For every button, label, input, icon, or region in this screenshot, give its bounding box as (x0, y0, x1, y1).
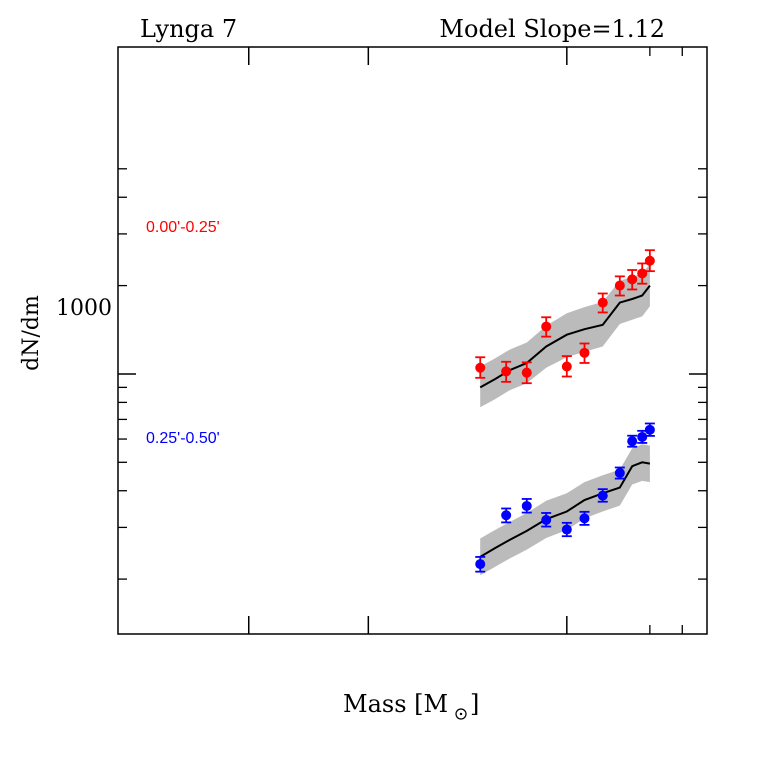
data-point-1-4 (561, 524, 572, 535)
x-axis-label-suffix: ] (470, 690, 479, 718)
data-point-1-8 (627, 436, 638, 447)
y-axis-label: dN/dm (19, 295, 44, 371)
data-point-0-8 (627, 274, 638, 285)
legend-label-outer: 0.25'-0.50' (146, 430, 220, 447)
data-point-1-0 (475, 559, 486, 570)
sun-symbol-icon (455, 708, 467, 720)
data-point-1-7 (614, 467, 625, 478)
model-band-1 (480, 444, 650, 576)
data-point-1-10 (644, 424, 655, 435)
axis-ticks (118, 47, 707, 634)
data-point-0-10 (644, 255, 655, 266)
data-point-1-5 (579, 513, 590, 524)
data-point-1-2 (521, 500, 532, 511)
legend-label-inner: 0.00'-0.25' (146, 219, 220, 236)
data-point-0-7 (614, 280, 625, 291)
x-axis-label-main: Mass [M (343, 690, 448, 718)
data-point-0-3 (541, 321, 552, 332)
data-point-0-4 (561, 361, 572, 372)
data-point-1-9 (637, 431, 648, 442)
data-points (475, 255, 655, 570)
data-point-0-5 (579, 347, 590, 358)
data-point-0-6 (597, 297, 608, 308)
data-point-0-2 (521, 367, 532, 378)
data-point-1-6 (597, 490, 608, 501)
chart-title-right: Model Slope=1.12 (439, 15, 665, 43)
plot-frame (117, 46, 708, 635)
data-point-0-9 (637, 268, 648, 279)
x-axis-label: Mass [M ] (343, 690, 479, 720)
model-line-1 (479, 461, 651, 558)
sun-symbol-dot (459, 712, 463, 716)
data-point-0-0 (475, 362, 486, 373)
data-point-0-1 (501, 366, 512, 377)
y-tick-label-1000: 1000 (56, 296, 112, 321)
chart-title-left: Lynga 7 (140, 15, 237, 43)
data-point-1-3 (541, 514, 552, 525)
data-point-1-1 (501, 510, 512, 521)
